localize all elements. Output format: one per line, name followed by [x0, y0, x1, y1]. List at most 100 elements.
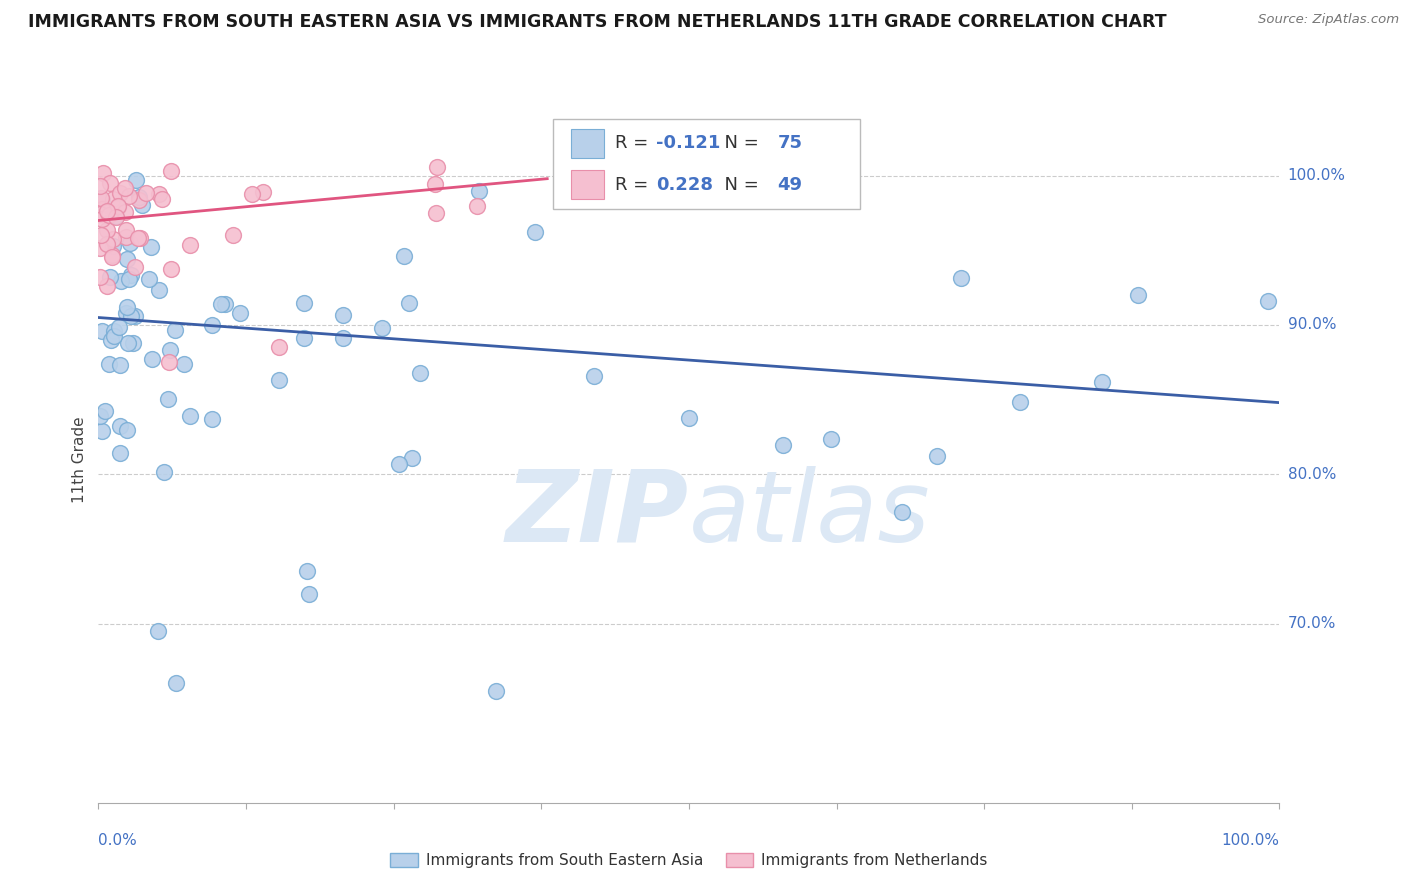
- FancyBboxPatch shape: [571, 129, 605, 158]
- Point: [103, 329, 125, 343]
- Point: [114, 306, 136, 320]
- Point: [1257, 293, 1279, 308]
- Point: [100, 333, 122, 347]
- Point: [120, 309, 142, 323]
- Text: Source: ZipAtlas.com: Source: ZipAtlas.com: [1258, 13, 1399, 27]
- Point: [128, 231, 150, 245]
- Point: [949, 270, 972, 285]
- Point: [150, 192, 173, 206]
- Point: [120, 268, 142, 283]
- Point: [179, 238, 201, 252]
- Point: [101, 193, 124, 207]
- Point: [90, 324, 112, 338]
- Point: [100, 248, 122, 262]
- Point: [118, 189, 141, 203]
- Point: [524, 225, 547, 239]
- Text: 100.0%: 100.0%: [1222, 833, 1279, 848]
- Point: [131, 198, 153, 212]
- Point: [125, 172, 148, 186]
- Point: [110, 418, 132, 433]
- Point: [146, 624, 169, 639]
- Point: [124, 260, 146, 275]
- Point: [91, 212, 114, 227]
- Point: [91, 202, 114, 216]
- Point: [583, 369, 606, 384]
- Point: [165, 323, 187, 337]
- Point: [141, 352, 163, 367]
- Point: [89, 207, 111, 221]
- Text: -0.121: -0.121: [655, 135, 720, 153]
- Point: [398, 296, 420, 310]
- Point: [292, 296, 315, 310]
- Point: [103, 239, 125, 253]
- Point: [222, 228, 245, 243]
- Point: [108, 446, 131, 460]
- Point: [371, 320, 394, 334]
- Text: ZIP: ZIP: [506, 466, 689, 563]
- Point: [101, 232, 124, 246]
- Point: [240, 187, 263, 202]
- Point: [160, 262, 183, 277]
- Text: 75: 75: [778, 135, 803, 153]
- Point: [96, 223, 118, 237]
- FancyBboxPatch shape: [571, 170, 605, 199]
- Point: [110, 274, 132, 288]
- Point: [94, 404, 117, 418]
- Legend: Immigrants from South Eastern Asia, Immigrants from Netherlands: Immigrants from South Eastern Asia, Immi…: [384, 847, 994, 874]
- Point: [89, 409, 111, 423]
- Point: [117, 336, 139, 351]
- Point: [96, 236, 118, 251]
- Point: [1008, 395, 1031, 409]
- Point: [89, 178, 111, 193]
- Point: [115, 300, 138, 314]
- Point: [115, 252, 138, 266]
- Point: [138, 271, 160, 285]
- Point: [128, 190, 150, 204]
- Point: [139, 239, 162, 253]
- Point: [425, 206, 447, 220]
- Point: [467, 184, 489, 198]
- Text: N =: N =: [713, 176, 763, 194]
- Point: [110, 359, 132, 373]
- Point: [98, 176, 121, 190]
- Point: [772, 438, 794, 452]
- Point: [107, 199, 129, 213]
- Point: [108, 319, 131, 334]
- Point: [229, 306, 252, 320]
- Text: 100.0%: 100.0%: [1288, 169, 1346, 183]
- Point: [148, 283, 170, 297]
- Point: [201, 318, 224, 332]
- Point: [332, 331, 354, 345]
- Point: [122, 335, 145, 350]
- Text: 0.228: 0.228: [655, 176, 713, 194]
- Point: [269, 340, 291, 354]
- Point: [201, 412, 224, 426]
- Point: [157, 355, 180, 369]
- Point: [114, 204, 136, 219]
- Point: [90, 228, 112, 243]
- Point: [159, 343, 181, 357]
- Text: 80.0%: 80.0%: [1288, 467, 1336, 482]
- Point: [104, 211, 127, 225]
- Text: IMMIGRANTS FROM SOUTH EASTERN ASIA VS IMMIGRANTS FROM NETHERLANDS 11TH GRADE COR: IMMIGRANTS FROM SOUTH EASTERN ASIA VS IM…: [28, 13, 1167, 31]
- Point: [90, 202, 112, 217]
- Point: [179, 409, 201, 424]
- Point: [135, 186, 157, 201]
- Point: [120, 236, 142, 251]
- Point: [96, 278, 118, 293]
- Point: [89, 270, 111, 285]
- Point: [128, 193, 150, 207]
- Point: [160, 163, 183, 178]
- Point: [118, 272, 141, 286]
- Text: atlas: atlas: [689, 466, 931, 563]
- Point: [426, 160, 449, 174]
- Point: [89, 241, 111, 255]
- Point: [209, 297, 232, 311]
- Point: [156, 392, 179, 407]
- Point: [165, 676, 187, 690]
- Point: [115, 222, 138, 236]
- Text: R =: R =: [614, 135, 654, 153]
- Point: [98, 207, 121, 221]
- Point: [890, 505, 912, 519]
- Point: [173, 357, 195, 371]
